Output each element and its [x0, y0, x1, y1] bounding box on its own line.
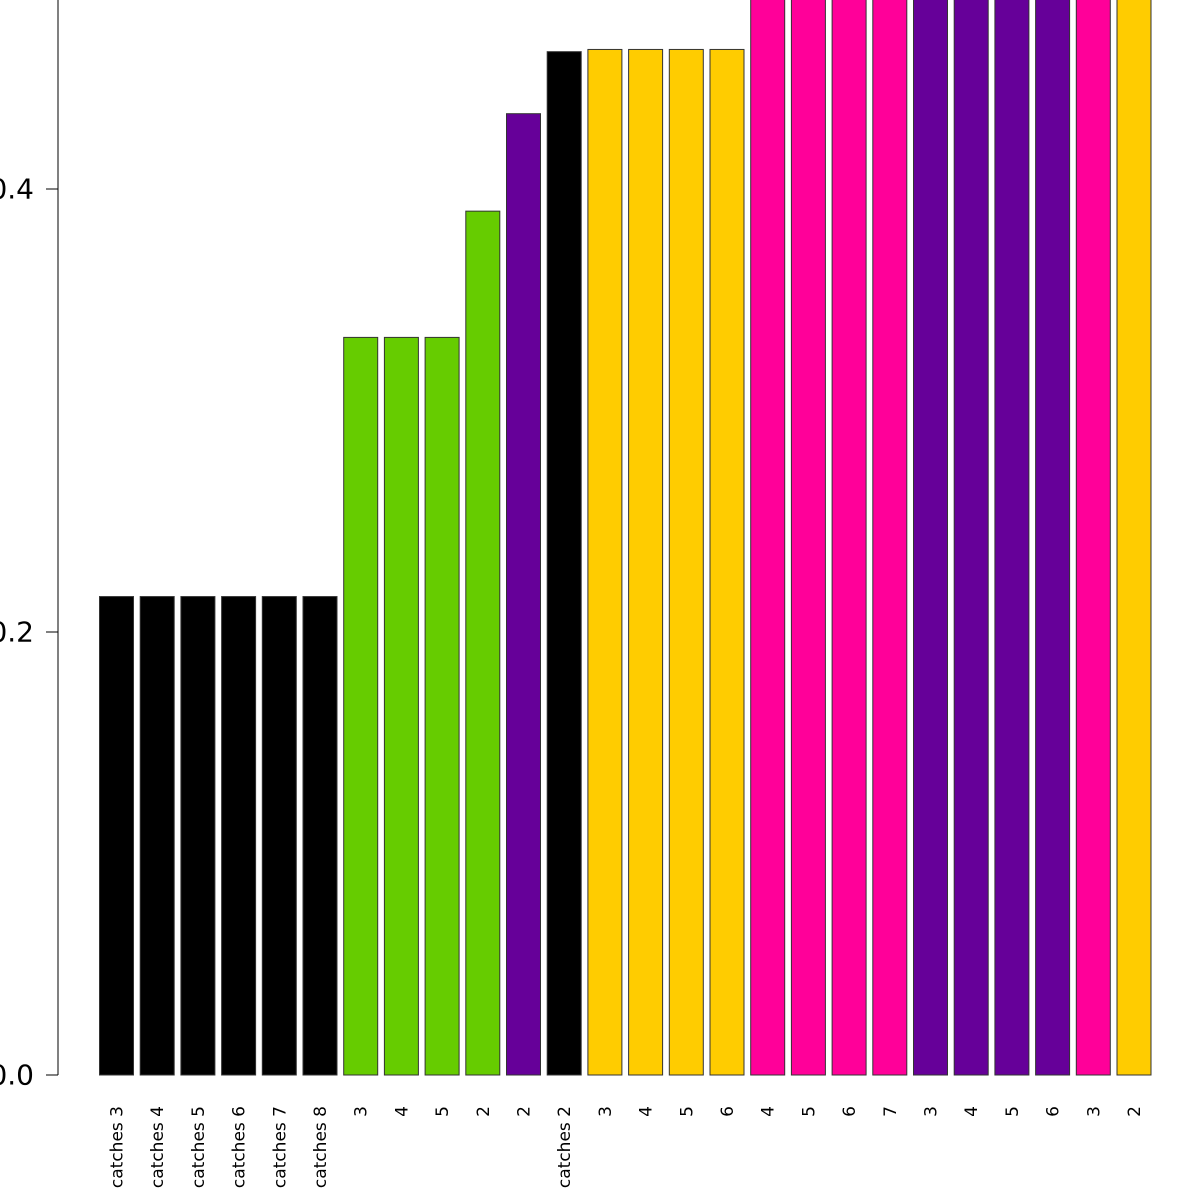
x-tick-label: 3 [1084, 1106, 1104, 1117]
y-tick-label: 0.0 [0, 1059, 34, 1092]
bar [668, 48, 704, 1076]
y-tick-label: 0.4 [0, 173, 34, 206]
x-tick-label: 2 [515, 1106, 535, 1117]
bar [1116, 0, 1152, 1076]
bar [790, 0, 826, 1076]
bar [831, 0, 867, 1076]
bar [506, 113, 541, 1076]
bar [953, 0, 989, 1076]
bar [180, 596, 216, 1076]
x-tick-label: 3 [922, 1106, 942, 1117]
x-tick-label: 5 [433, 1106, 453, 1117]
bar [872, 0, 908, 1076]
x-tick-label: 4 [392, 1106, 412, 1117]
x-tick-label: 7 [881, 1106, 901, 1117]
x-tick-label: 6 [840, 1106, 860, 1117]
x-tick-label: catches 2 [555, 1106, 575, 1188]
bar [587, 48, 623, 1076]
x-tick-label: catches 8 [311, 1106, 331, 1188]
bar [913, 0, 948, 1076]
bar [221, 596, 257, 1076]
bar [383, 336, 419, 1076]
bar [750, 0, 786, 1076]
x-tick-label: 3 [596, 1106, 616, 1117]
x-tick-label: 3 [352, 1106, 372, 1117]
x-tick-label: 5 [1003, 1106, 1023, 1117]
bars [99, 0, 1152, 1076]
bar [1035, 0, 1071, 1076]
x-tick-label: catches 6 [230, 1106, 250, 1188]
bar [99, 596, 134, 1076]
x-tick-label: 6 [718, 1106, 738, 1117]
bar [628, 48, 664, 1076]
x-tick-label: 4 [759, 1106, 779, 1117]
x-tick-label: 2 [1125, 1106, 1145, 1117]
bar [709, 48, 745, 1076]
y-axis: 0.00.20.40.60.8 [0, 0, 59, 1092]
bar [343, 336, 379, 1076]
x-tick-label: 5 [677, 1106, 697, 1117]
bar [139, 596, 175, 1076]
bar [1075, 0, 1111, 1076]
bar [994, 0, 1030, 1076]
x-axis-labels: catches 3 catches 4 catches 5 catches 6 catc… [108, 1106, 1146, 1188]
bar [261, 596, 297, 1076]
x-tick-label: catches 5 [189, 1106, 209, 1188]
x-tick-label: 6 [1044, 1106, 1064, 1117]
x-tick-label: 4 [637, 1106, 657, 1117]
bar [302, 596, 338, 1076]
x-tick-label: catches 7 [270, 1106, 290, 1188]
x-tick-label: catches 3 [108, 1106, 128, 1188]
x-tick-label: 5 [799, 1106, 819, 1117]
x-tick-label: 2 [474, 1106, 494, 1117]
y-tick-label: 0.2 [0, 616, 34, 649]
x-tick-label: catches 4 [148, 1106, 168, 1188]
bar [465, 210, 501, 1076]
bar [546, 51, 582, 1076]
bar [424, 336, 460, 1076]
x-tick-label: 4 [962, 1106, 982, 1117]
